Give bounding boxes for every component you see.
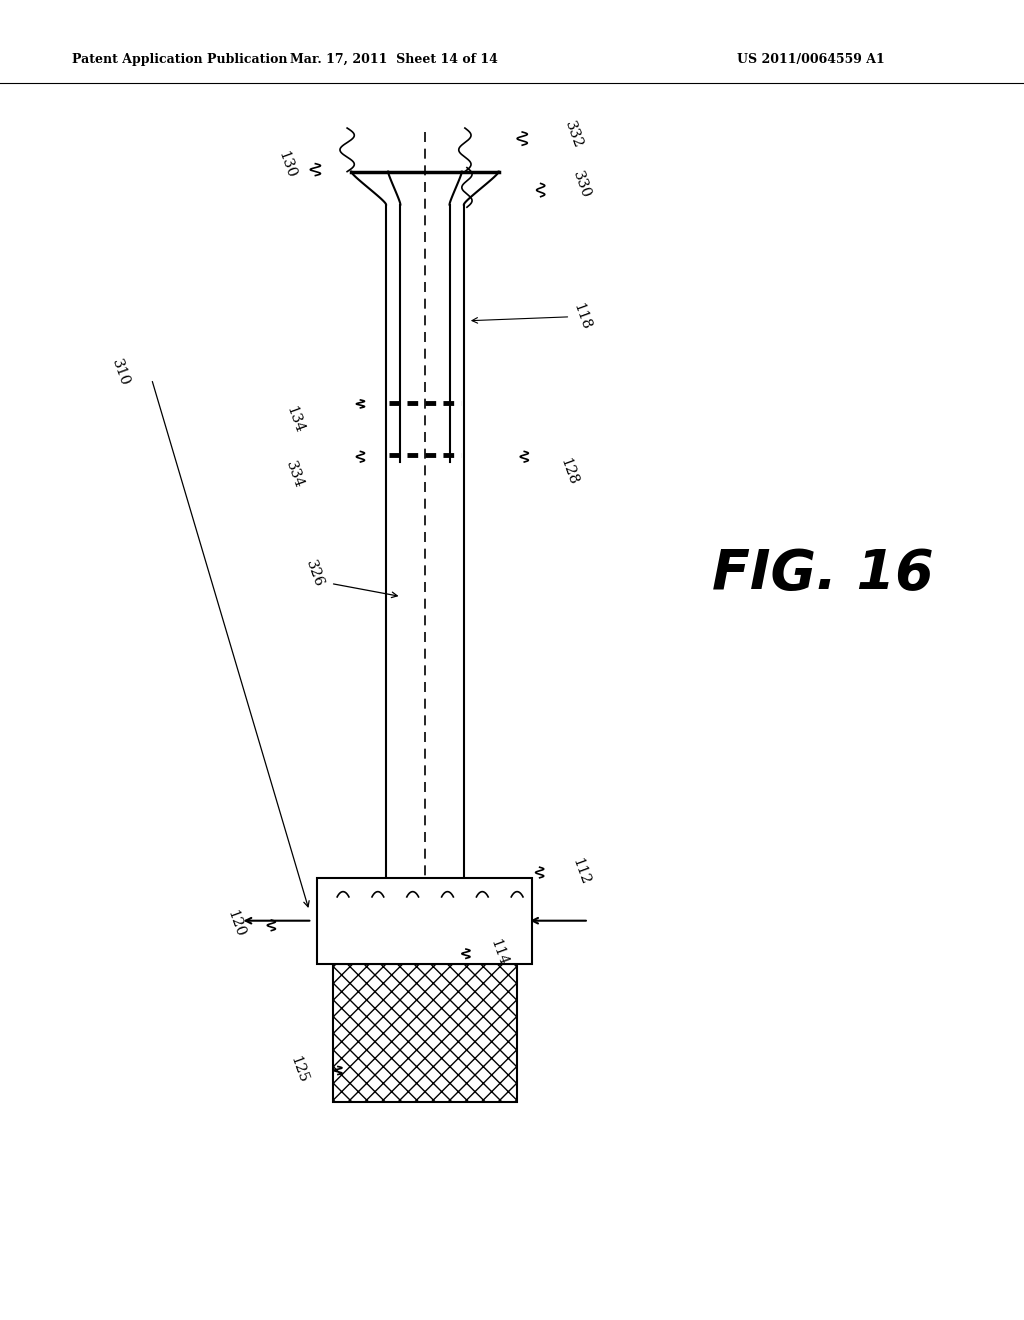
Text: Patent Application Publication: Patent Application Publication bbox=[72, 53, 287, 66]
Text: 134: 134 bbox=[284, 404, 306, 436]
Text: FIG. 16: FIG. 16 bbox=[712, 548, 934, 601]
Text: 128: 128 bbox=[557, 455, 580, 487]
Text: 130: 130 bbox=[275, 149, 298, 181]
Text: 112: 112 bbox=[569, 855, 592, 887]
Bar bbox=[333, 964, 517, 1102]
Text: 334: 334 bbox=[284, 459, 306, 491]
Text: Mar. 17, 2011  Sheet 14 of 14: Mar. 17, 2011 Sheet 14 of 14 bbox=[290, 53, 499, 66]
Text: 326: 326 bbox=[303, 558, 326, 590]
Text: 118: 118 bbox=[570, 301, 593, 333]
Text: 120: 120 bbox=[224, 908, 247, 940]
Text: 332: 332 bbox=[562, 119, 585, 150]
Text: 125: 125 bbox=[288, 1053, 310, 1085]
Bar bbox=[317, 878, 532, 964]
Text: US 2011/0064559 A1: US 2011/0064559 A1 bbox=[737, 53, 885, 66]
Text: 330: 330 bbox=[570, 169, 593, 201]
Text: 310: 310 bbox=[110, 356, 132, 388]
Text: 114: 114 bbox=[487, 937, 510, 969]
